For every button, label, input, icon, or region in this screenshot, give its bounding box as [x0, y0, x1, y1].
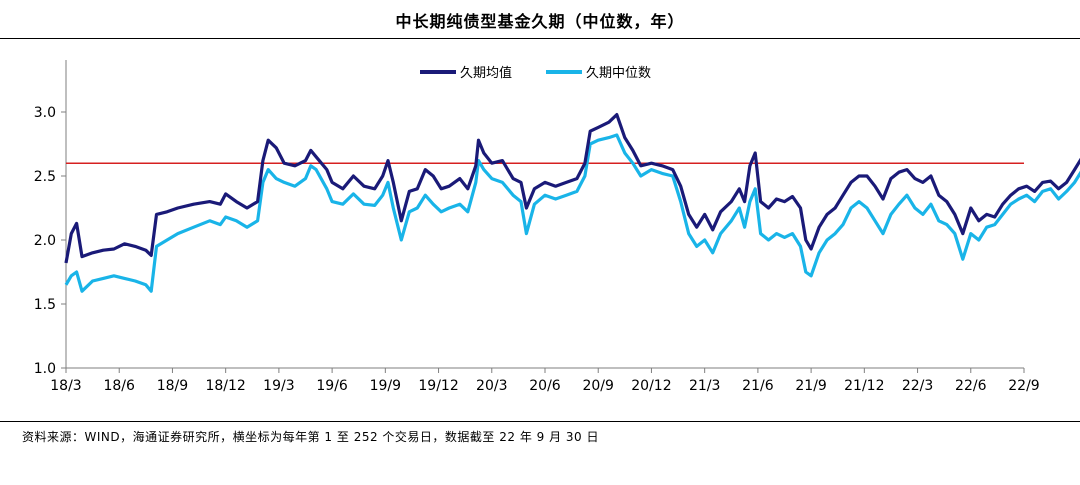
legend-item-mean-label: 久期均值	[460, 65, 512, 81]
x-tick-label: 22/9	[1008, 378, 1039, 394]
y-tick-label: 1.5	[34, 297, 56, 313]
x-tick-label: 18/3	[50, 378, 81, 394]
chart-axes: 1.0 1.5 2.0 2.5 3.0 18/3 18/6 18/9 18/12 19/3 19/6…	[34, 60, 1040, 394]
line-chart: 1.0 1.5 2.0 2.5 3.0 18/3 18/6 18/9 18/12 19/3 19/6…	[34, 60, 1080, 394]
x-tick-label: 18/12	[205, 378, 245, 394]
x-tick-label: 19/3	[263, 378, 294, 394]
chart-legend: 久期均值 久期中位数	[420, 65, 651, 81]
x-tick-label: 21/12	[844, 378, 884, 394]
title-underline	[0, 38, 1080, 39]
x-tick-label: 21/6	[742, 378, 774, 394]
x-tick-label: 18/9	[157, 378, 188, 394]
chart-title: 中长期纯债型基金久期（中位数，年）	[395, 12, 685, 31]
x-tick-label: 22/3	[902, 378, 933, 394]
y-tick-label: 3.0	[34, 105, 56, 121]
source-note: 资料来源：WIND，海通证券研究所，横坐标为每年第 1 至 252 个交易日，数…	[22, 430, 599, 444]
x-tick-label: 19/9	[370, 378, 401, 394]
x-tick-label: 18/6	[103, 378, 135, 394]
series-line-mean	[64, 113, 1080, 264]
series-lines	[64, 113, 1080, 293]
x-tick-label: 20/6	[529, 378, 561, 394]
y-tick-label: 2.0	[34, 233, 56, 249]
x-tick-label: 21/9	[795, 378, 826, 394]
y-tick-label: 1.0	[34, 361, 56, 377]
x-tick-label: 19/6	[316, 378, 348, 394]
x-tick-label: 22/6	[955, 378, 987, 394]
x-tick-label: 20/9	[582, 378, 613, 394]
legend-item-median-label: 久期中位数	[586, 66, 651, 81]
y-tick-label: 2.5	[34, 169, 56, 185]
x-tick-label: 19/12	[418, 378, 458, 394]
x-tick-label: 20/12	[631, 378, 671, 394]
source-divider	[0, 421, 1080, 422]
x-tick-label: 21/3	[689, 378, 720, 394]
series-line-median	[64, 133, 1080, 293]
x-tick-label: 20/3	[476, 378, 507, 394]
